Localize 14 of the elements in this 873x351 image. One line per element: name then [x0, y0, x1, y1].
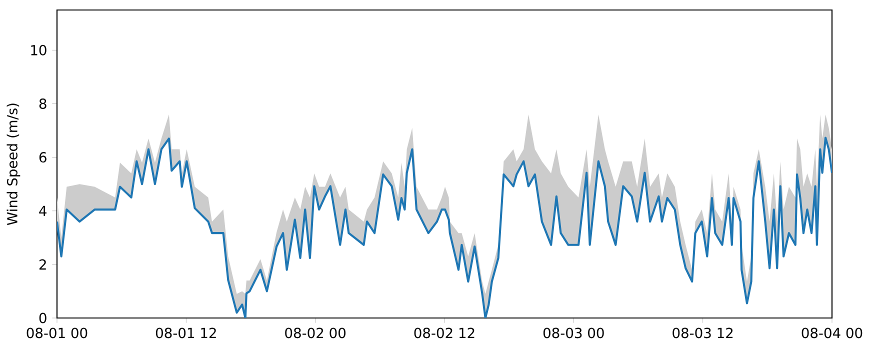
x-tick-label: 08-02 00 [285, 328, 346, 338]
x-tick-label: 08-02 12 [414, 328, 474, 338]
x-tick-label: 08-01 12 [156, 328, 216, 338]
y-tick-label: 8 [39, 98, 46, 109]
x-tick-label: 08-03 12 [672, 328, 733, 338]
x-tick-label: 08-01 00 [26, 328, 88, 338]
y-tick-label: 4 [39, 206, 46, 216]
y-tick-label: 0 [39, 312, 46, 324]
x-tick-label: 08-03 00 [543, 328, 604, 338]
y-tick-label: 2 [39, 259, 46, 270]
y-tick-label: 10 [31, 44, 46, 56]
x-tick-label: 08-04 00 [802, 328, 862, 338]
y-tick-label: 6 [39, 152, 46, 163]
y-axis-title: Wind Speed (m/s) [6, 104, 20, 226]
